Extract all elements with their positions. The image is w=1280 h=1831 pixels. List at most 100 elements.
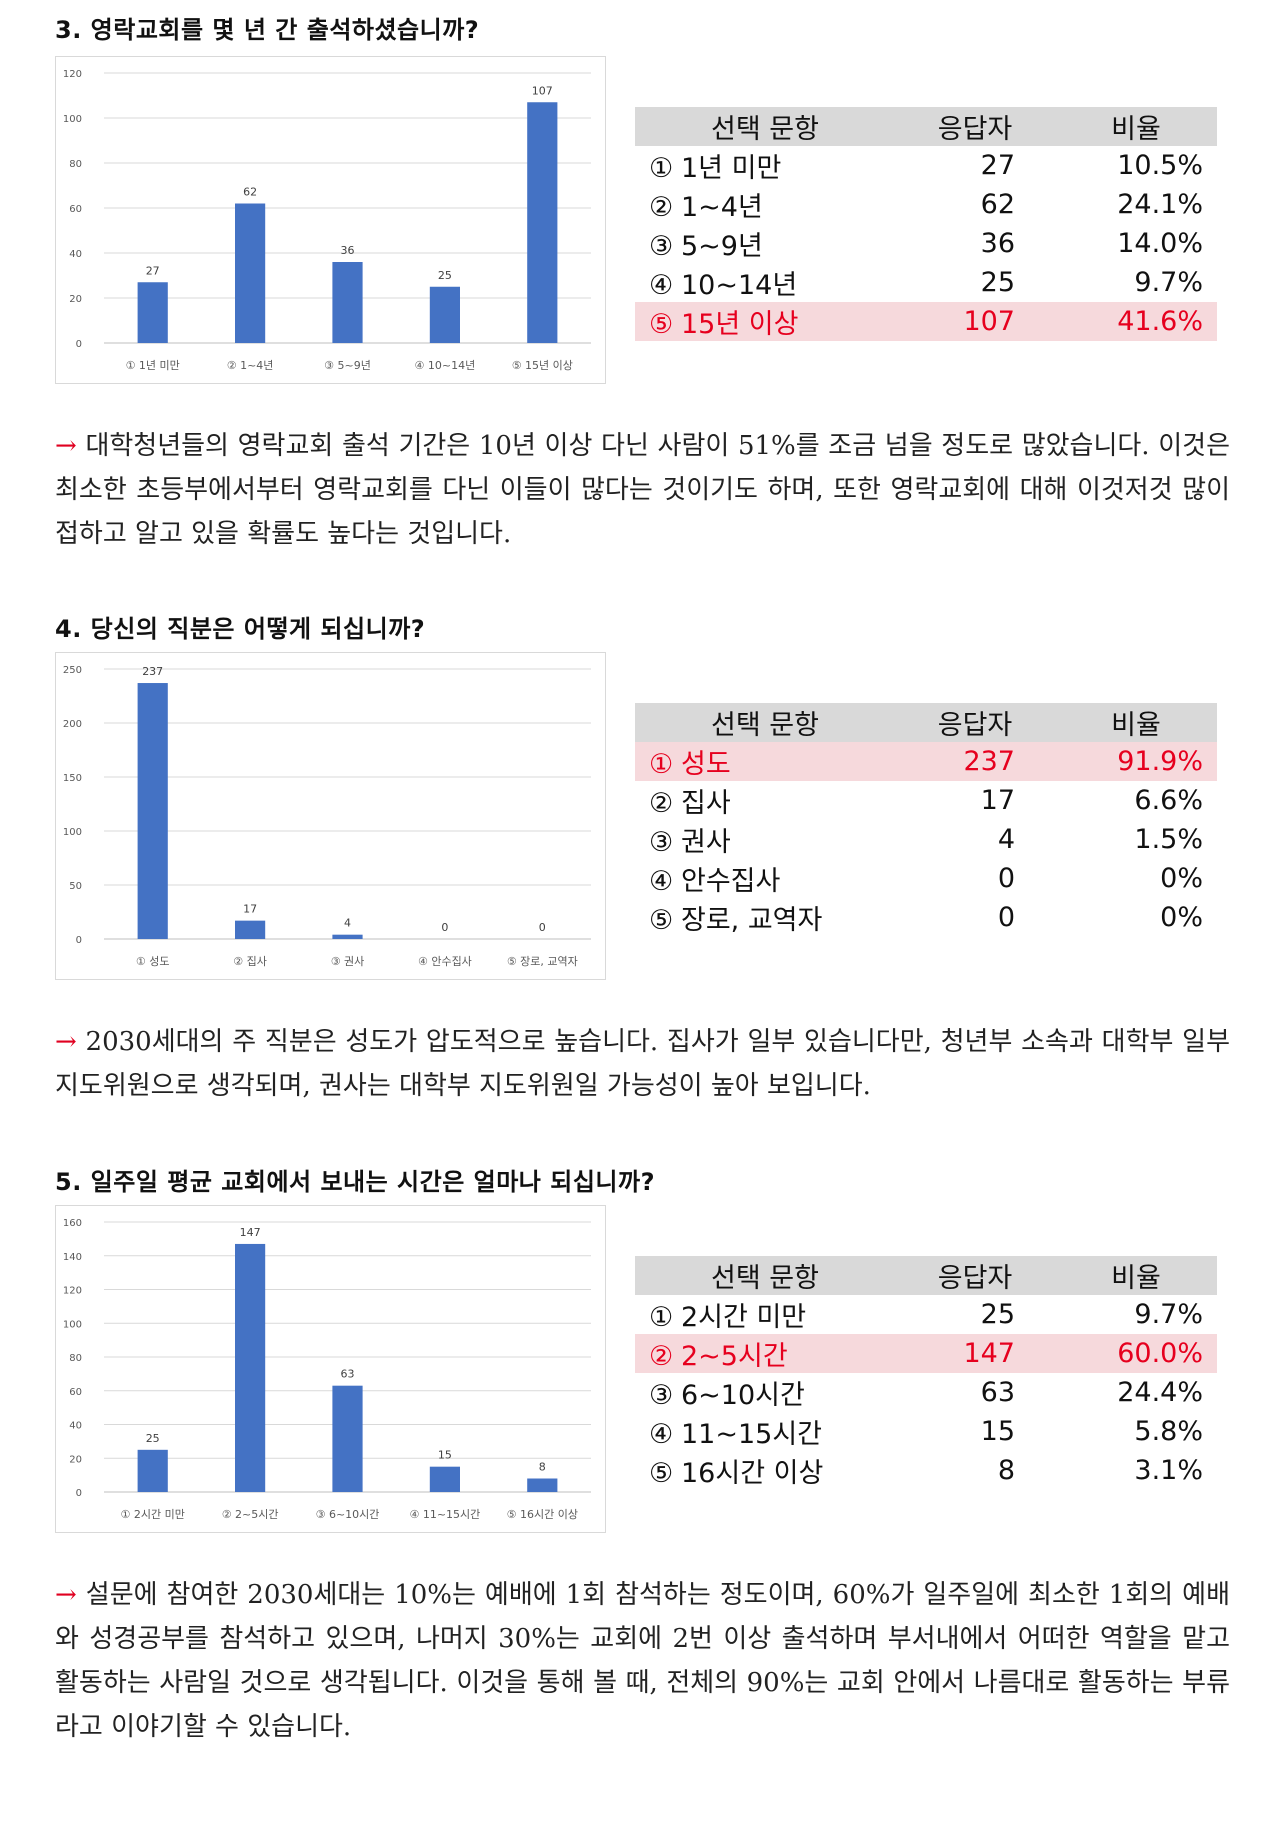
chart-q3: 0 20 40 60 80 100 120 27 ① 1년 미만 62 ② 1~4년 36 ③ 5~9년… — [55, 56, 606, 384]
x-tick-label: ① 1년 미만 — [126, 359, 180, 372]
option-number: ① — [649, 1302, 674, 1333]
option-label: 1~4년 — [681, 192, 763, 223]
option-label: 2~5시간 — [681, 1341, 788, 1372]
data-label: 0 — [539, 921, 546, 934]
option-number: ① — [649, 153, 674, 184]
option-label: 장로, 교역자 — [681, 905, 823, 936]
y-tick-label: 80 — [69, 159, 82, 170]
table-row: ③ 6~10시간 63 24.4% — [635, 1373, 1217, 1412]
header-ratio: 비율 — [1055, 1256, 1217, 1295]
data-label: 147 — [240, 1226, 261, 1239]
commentary-q4: → 2030세대의 주 직분은 성도가 압도적으로 높습니다. 집사가 일부 있… — [55, 1020, 1230, 1108]
x-tick-label: ② 집사 — [233, 955, 267, 968]
table-row: ④ 안수집사 0 0% — [635, 859, 1217, 898]
table-row: ② 1~4년 62 24.1% — [635, 185, 1217, 224]
respondent-count: 62 — [980, 189, 1015, 220]
y-tick-label: 60 — [69, 204, 82, 215]
x-tick-label: ③ 권사 — [331, 955, 365, 968]
ratio-value: 91.9% — [1055, 742, 1217, 781]
data-label: 63 — [341, 1368, 355, 1381]
header-ratio: 비율 — [1055, 703, 1217, 742]
table-row-highlighted: ② 2~5시간 147 60.0% — [635, 1334, 1217, 1373]
bar — [332, 1385, 363, 1492]
y-tick-label: 120 — [63, 1286, 82, 1297]
option-number: ② — [649, 192, 674, 223]
bar — [235, 1243, 266, 1492]
option-label: 1년 미만 — [681, 153, 782, 184]
data-label: 36 — [341, 244, 355, 257]
respondent-count: 27 — [980, 150, 1015, 181]
y-tick-label: 60 — [69, 1387, 82, 1398]
chart-q4: 0 50 100 150 200 250 237 ① 성도 17 ② 집사 4 ③ 권사 0 ④ 안수집사… — [55, 652, 606, 980]
respondent-count: 0 — [997, 863, 1015, 894]
option-label: 안수집사 — [681, 866, 781, 897]
data-label: 107 — [532, 84, 553, 97]
y-tick-label: 20 — [69, 1454, 82, 1465]
ratio-value: 9.7% — [1134, 267, 1203, 298]
option-number: ④ — [649, 1419, 674, 1450]
arrow-icon: → — [55, 1027, 77, 1057]
ratio-value: 60.0% — [1055, 1334, 1217, 1373]
ratio-value: 41.6% — [1055, 302, 1217, 341]
option-label: 11~15시간 — [681, 1419, 823, 1450]
ratio-value: 6.6% — [1134, 785, 1203, 816]
data-label: 8 — [539, 1461, 546, 1474]
chart-q5: 0 20 40 60 80 100 120 140 160 25 ① 2시간 미만 147 ② 2~5시… — [55, 1205, 606, 1533]
question-3-title: 3. 영락교회를 몇 년 간 출석하셨습니까? — [55, 16, 480, 44]
header-option: 선택 문항 — [635, 107, 895, 146]
option-label: 성도 — [681, 749, 731, 780]
option-number: ⑤ — [649, 905, 674, 936]
table-row: ⑤ 장로, 교역자 0 0% — [635, 898, 1217, 937]
bar-chart-q3: 0 20 40 60 80 100 120 27 ① 1년 미만 62 ② 1~4년 36 ③ 5~9년… — [63, 69, 591, 372]
option-number: ③ — [649, 827, 674, 858]
x-tick-label: ④ 11~15시간 — [409, 1508, 480, 1521]
bar — [429, 1466, 460, 1492]
respondent-count: 15 — [980, 1416, 1015, 1447]
option-number: ⑤ — [649, 309, 674, 340]
option-number: ③ — [649, 1380, 674, 1411]
question-5-title: 5. 일주일 평균 교회에서 보내는 시간은 얼마나 되십니까? — [55, 1168, 655, 1196]
x-tick-label: ⑤ 15년 이상 — [512, 359, 573, 372]
x-tick-label: ③ 5~9년 — [324, 359, 371, 372]
option-number: ③ — [649, 231, 674, 262]
results-table-q5: 선택 문항 응답자 비율 ① 2시간 미만 25 9.7% ② 2~5시간 147 60.0… — [635, 1256, 1217, 1490]
y-tick-label: 150 — [63, 773, 82, 784]
y-tick-label: 50 — [69, 881, 82, 892]
respondent-count: 63 — [980, 1377, 1015, 1408]
ratio-value: 14.0% — [1117, 228, 1203, 259]
table-row: ⑤ 16시간 이상 8 3.1% — [635, 1451, 1217, 1490]
respondent-count: 8 — [997, 1455, 1015, 1486]
header-respondents: 응답자 — [895, 107, 1055, 146]
table-row: ④ 10~14년 25 9.7% — [635, 263, 1217, 302]
data-label: 237 — [142, 665, 163, 678]
bar — [235, 920, 266, 939]
option-number: ② — [649, 788, 674, 819]
commentary-q3: → 대학청년들의 영락교회 출석 기간은 10년 이상 다닌 사람이 51%를 … — [55, 424, 1230, 556]
table-row: ③ 권사 4 1.5% — [635, 820, 1217, 859]
option-label: 2시간 미만 — [681, 1302, 807, 1333]
header-respondents: 응답자 — [895, 1256, 1055, 1295]
ratio-value: 1.5% — [1134, 824, 1203, 855]
x-tick-label: ① 성도 — [136, 955, 170, 968]
y-tick-label: 80 — [69, 1353, 82, 1364]
table-row: ③ 5~9년 36 14.0% — [635, 224, 1217, 263]
respondent-count: 107 — [895, 302, 1055, 341]
ratio-value: 0% — [1160, 863, 1203, 894]
option-number: ④ — [649, 866, 674, 897]
respondent-count: 17 — [980, 785, 1015, 816]
bar — [235, 203, 266, 343]
option-label: 권사 — [681, 827, 731, 858]
table-row: ④ 11~15시간 15 5.8% — [635, 1412, 1217, 1451]
table-row-highlighted: ① 성도 237 91.9% — [635, 742, 1217, 781]
x-tick-label: ① 2시간 미만 — [121, 1508, 185, 1521]
y-tick-label: 100 — [63, 827, 82, 838]
x-tick-label: ③ 6~10시간 — [316, 1508, 380, 1521]
arrow-icon: → — [55, 1580, 77, 1610]
option-label: 10~14년 — [681, 270, 798, 301]
data-label: 25 — [438, 269, 452, 282]
ratio-value: 9.7% — [1134, 1299, 1203, 1330]
bar — [332, 262, 363, 343]
respondent-count: 25 — [980, 267, 1015, 298]
y-tick-label: 0 — [76, 935, 82, 946]
bar — [137, 683, 168, 939]
